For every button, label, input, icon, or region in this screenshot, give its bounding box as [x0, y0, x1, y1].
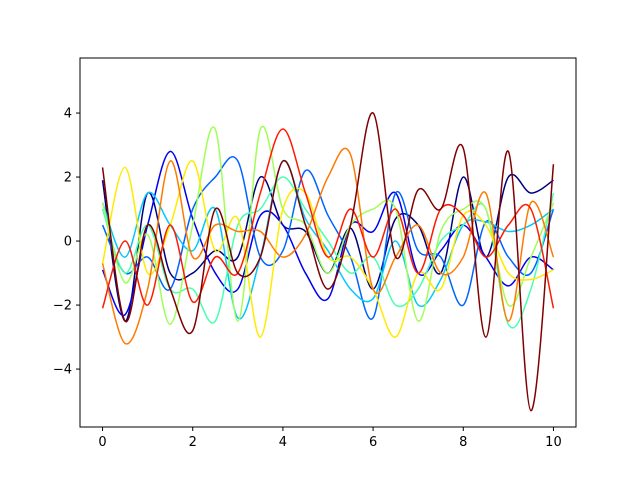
y-tick-label: 4 — [64, 107, 72, 122]
axes-frame — [79, 57, 577, 428]
line-series — [101, 160, 554, 320]
x-tick-label: 4 — [279, 435, 287, 450]
x-tick-label: 0 — [98, 435, 106, 450]
y-tick-label: −2 — [53, 299, 72, 314]
line-series — [101, 112, 555, 412]
x-tick-label: 6 — [369, 435, 377, 450]
x-tick-label: 10 — [545, 435, 562, 450]
x-tick-label: 2 — [189, 435, 197, 450]
y-tick-label: −4 — [53, 363, 72, 378]
line-series — [101, 147, 555, 345]
line-series — [101, 128, 555, 309]
y-tick-label: 2 — [64, 171, 72, 186]
y-tick-label: 0 — [64, 235, 72, 250]
x-tick-label: 8 — [459, 435, 467, 450]
plot-area — [101, 112, 555, 412]
